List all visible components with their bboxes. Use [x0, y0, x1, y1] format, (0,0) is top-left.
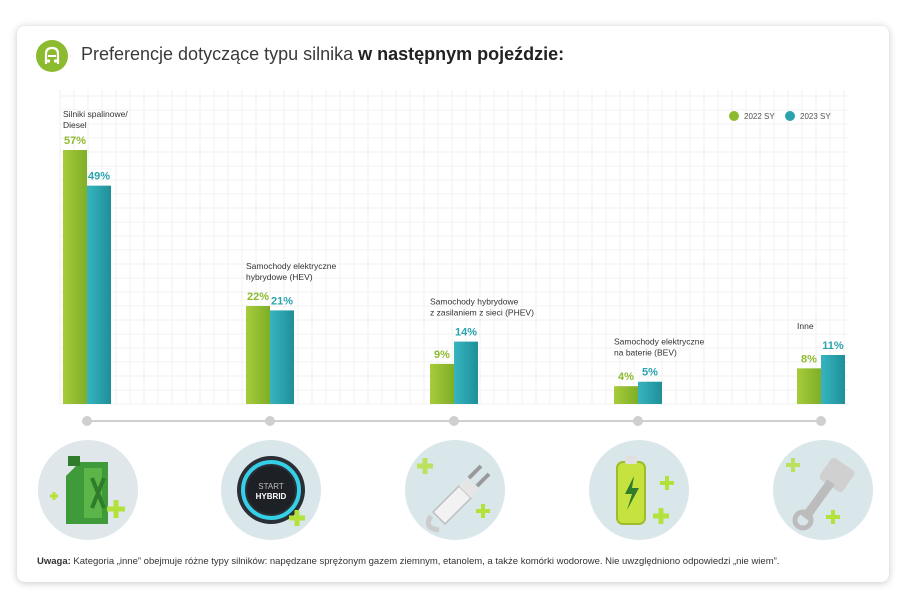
bar-2023-0 [87, 185, 111, 404]
value-label-2023-4: 11% [822, 340, 844, 352]
start-hybrid-button-icon: START HYBRID [219, 438, 323, 547]
category-label-3: Samochody elektryczne [614, 337, 705, 347]
svg-text:HYBRID: HYBRID [256, 492, 287, 501]
category-label-0: Silniki spalinowe/ [63, 109, 128, 119]
value-label-2022-3: 4% [618, 371, 634, 383]
value-label-2022-0: 57% [64, 135, 86, 147]
category-label-2: Samochody hybrydowe [430, 297, 519, 307]
category-label-4: Inne [797, 321, 814, 331]
page-title: Preferencje dotyczące typu silnika w nas… [81, 44, 565, 64]
category-label-1: hybrydowe (HEV) [246, 272, 313, 282]
battery-icon [587, 438, 691, 547]
legend-marker-2023 [785, 111, 795, 121]
car-logo-icon [36, 40, 68, 72]
bar-2023-2 [454, 341, 478, 404]
bar-2023-1 [270, 310, 294, 404]
piston-icon [771, 438, 875, 547]
timeline-dot-3 [633, 416, 643, 426]
plug-icon [403, 438, 507, 547]
timeline-dot-1 [265, 416, 275, 426]
value-label-2023-2: 14% [455, 327, 477, 339]
timeline-dot-2 [449, 416, 459, 426]
svg-text:START: START [258, 482, 284, 491]
legend-label-2023: 2023 SY [800, 112, 831, 121]
category-label-3: na baterie (BEV) [614, 348, 677, 358]
value-label-2023-1: 21% [271, 295, 293, 307]
timeline-dot-0 [82, 416, 92, 426]
value-label-2022-2: 9% [434, 349, 450, 361]
footnote: Uwaga: Kategoria „inne” obejmuje różne t… [37, 556, 780, 567]
value-label-2022-4: 8% [801, 353, 817, 365]
legend-marker-2022 [729, 111, 739, 121]
bar-2023-4 [821, 354, 845, 404]
bar-2022-1 [246, 305, 270, 404]
bar-2022-0 [63, 150, 87, 404]
fuel-canister-icon [36, 438, 140, 547]
bar-2022-3 [614, 386, 638, 404]
category-label-1: Samochody elektryczne [246, 261, 337, 271]
value-label-2022-1: 22% [247, 291, 269, 303]
legend-label-2022: 2022 SY [744, 112, 775, 121]
category-label-0: Diesel [63, 120, 87, 130]
value-label-2023-0: 49% [88, 171, 110, 183]
timeline-dot-4 [816, 416, 826, 426]
category-label-2: z zasilaniem z sieci (PHEV) [430, 308, 534, 318]
bar-2022-4 [797, 368, 821, 404]
bar-2022-2 [430, 363, 454, 404]
value-label-2023-3: 5% [642, 367, 658, 379]
bar-2023-3 [638, 381, 662, 404]
